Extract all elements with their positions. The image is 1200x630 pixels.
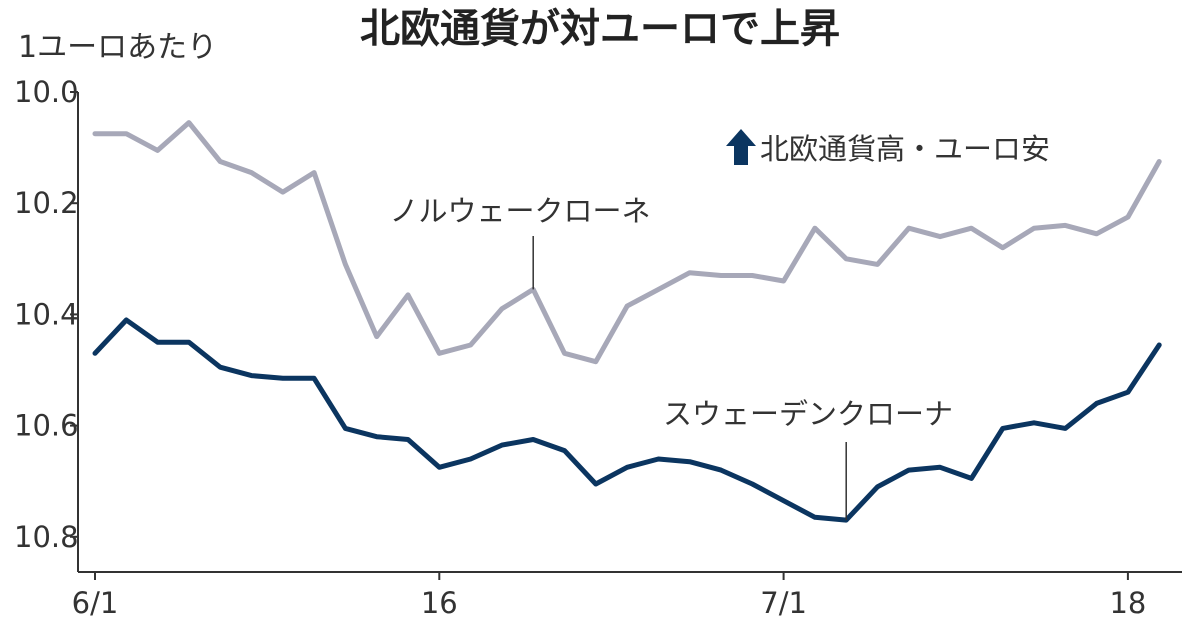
chart-title: 北欧通貨が対ユーロで上昇 [360,6,840,52]
axes [77,92,1182,573]
up-arrow-icon [726,129,756,165]
y-tick-label: 10.0 [14,75,79,109]
series-layer [92,120,1162,523]
series-line-sek [92,317,1162,523]
y-tick-label: 10.4 [14,297,79,331]
series-line-nok [92,120,1162,365]
y-tick-label: 10.8 [14,520,79,554]
x-tick-label: 18 [1109,586,1146,620]
series-label-sek: スウェーデンクローナ [663,397,953,431]
y-tick-label: 10.2 [14,186,79,220]
series-label-nok: ノルウェークローネ [389,194,650,228]
y-axis-label: 1ユーロあたり [18,30,217,65]
x-tick-label: 16 [421,586,458,620]
legend-note: 北欧通貨高・ユーロ安 [726,129,1050,166]
y-ticks: 10.0 10.2 10.4 10.6 10.8 [14,75,79,554]
x-ticks: 6/1 16 7/1 18 [72,572,1146,620]
x-tick-label: 6/1 [72,586,119,620]
x-tick-label: 7/1 [760,586,807,620]
y-tick-label: 10.6 [14,409,79,443]
legend-note-text: 北欧通貨高・ユーロ安 [760,132,1050,166]
